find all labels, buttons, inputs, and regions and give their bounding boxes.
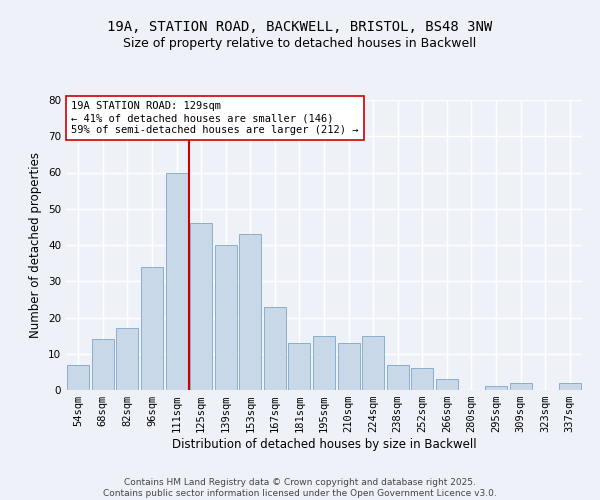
Bar — [116, 328, 139, 390]
Bar — [386, 364, 409, 390]
Bar — [67, 364, 89, 390]
Bar — [485, 386, 507, 390]
Bar — [362, 336, 384, 390]
Bar — [289, 343, 310, 390]
Text: Contains HM Land Registry data © Crown copyright and database right 2025.
Contai: Contains HM Land Registry data © Crown c… — [103, 478, 497, 498]
Text: Size of property relative to detached houses in Backwell: Size of property relative to detached ho… — [124, 38, 476, 51]
Bar — [411, 368, 433, 390]
Bar — [313, 336, 335, 390]
Bar — [239, 234, 262, 390]
Bar — [141, 267, 163, 390]
Text: 19A, STATION ROAD, BACKWELL, BRISTOL, BS48 3NW: 19A, STATION ROAD, BACKWELL, BRISTOL, BS… — [107, 20, 493, 34]
Text: 19A STATION ROAD: 129sqm
← 41% of detached houses are smaller (146)
59% of semi-: 19A STATION ROAD: 129sqm ← 41% of detach… — [71, 102, 359, 134]
Bar — [436, 379, 458, 390]
Bar — [92, 339, 114, 390]
Bar — [559, 383, 581, 390]
Y-axis label: Number of detached properties: Number of detached properties — [29, 152, 43, 338]
Bar — [264, 306, 286, 390]
Bar — [166, 172, 188, 390]
Bar — [338, 343, 359, 390]
Bar — [190, 223, 212, 390]
X-axis label: Distribution of detached houses by size in Backwell: Distribution of detached houses by size … — [172, 438, 476, 451]
Bar — [509, 383, 532, 390]
Bar — [215, 245, 237, 390]
